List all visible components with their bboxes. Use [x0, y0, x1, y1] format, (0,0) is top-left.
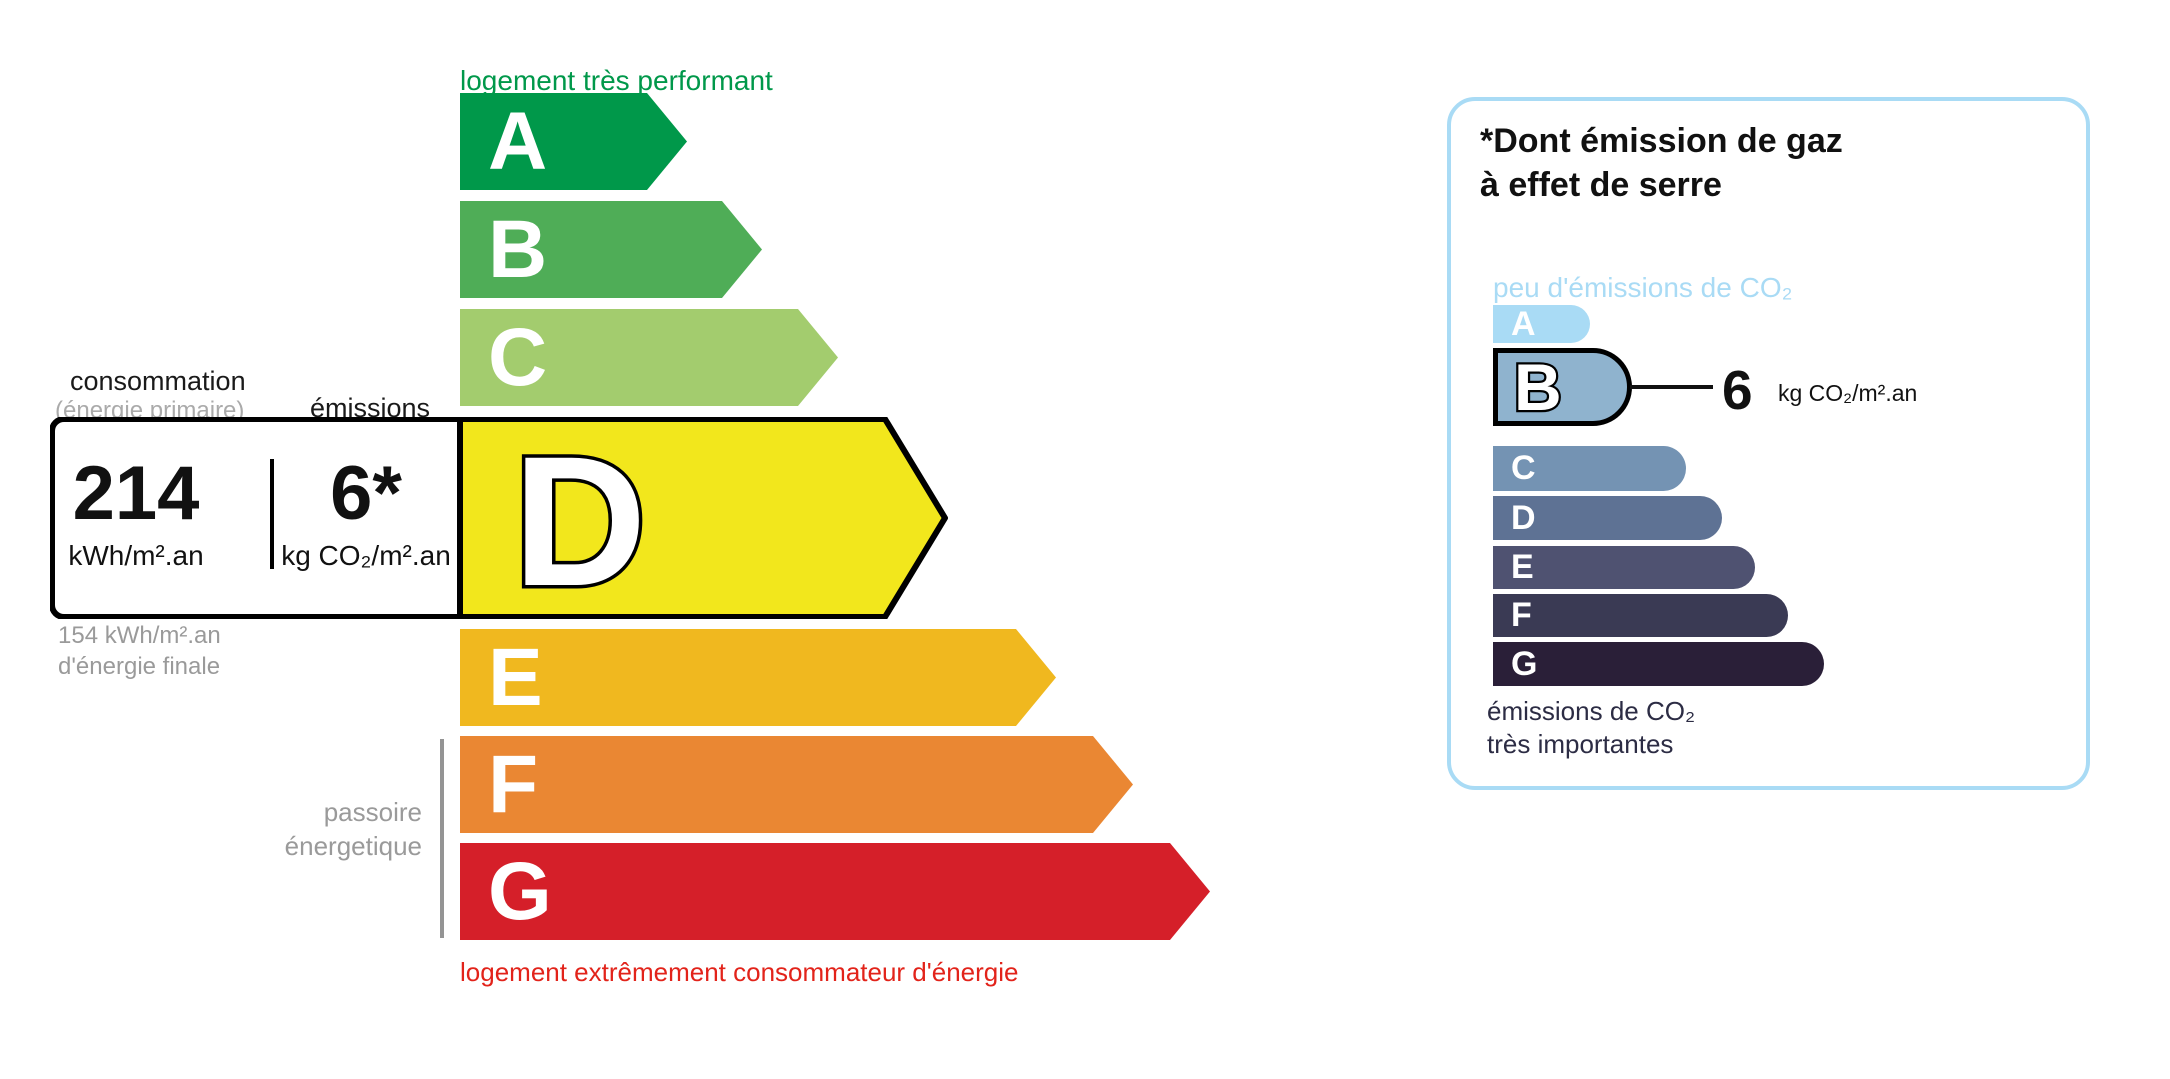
svg-text:B: B — [1514, 350, 1562, 424]
svg-text:D: D — [513, 419, 647, 619]
